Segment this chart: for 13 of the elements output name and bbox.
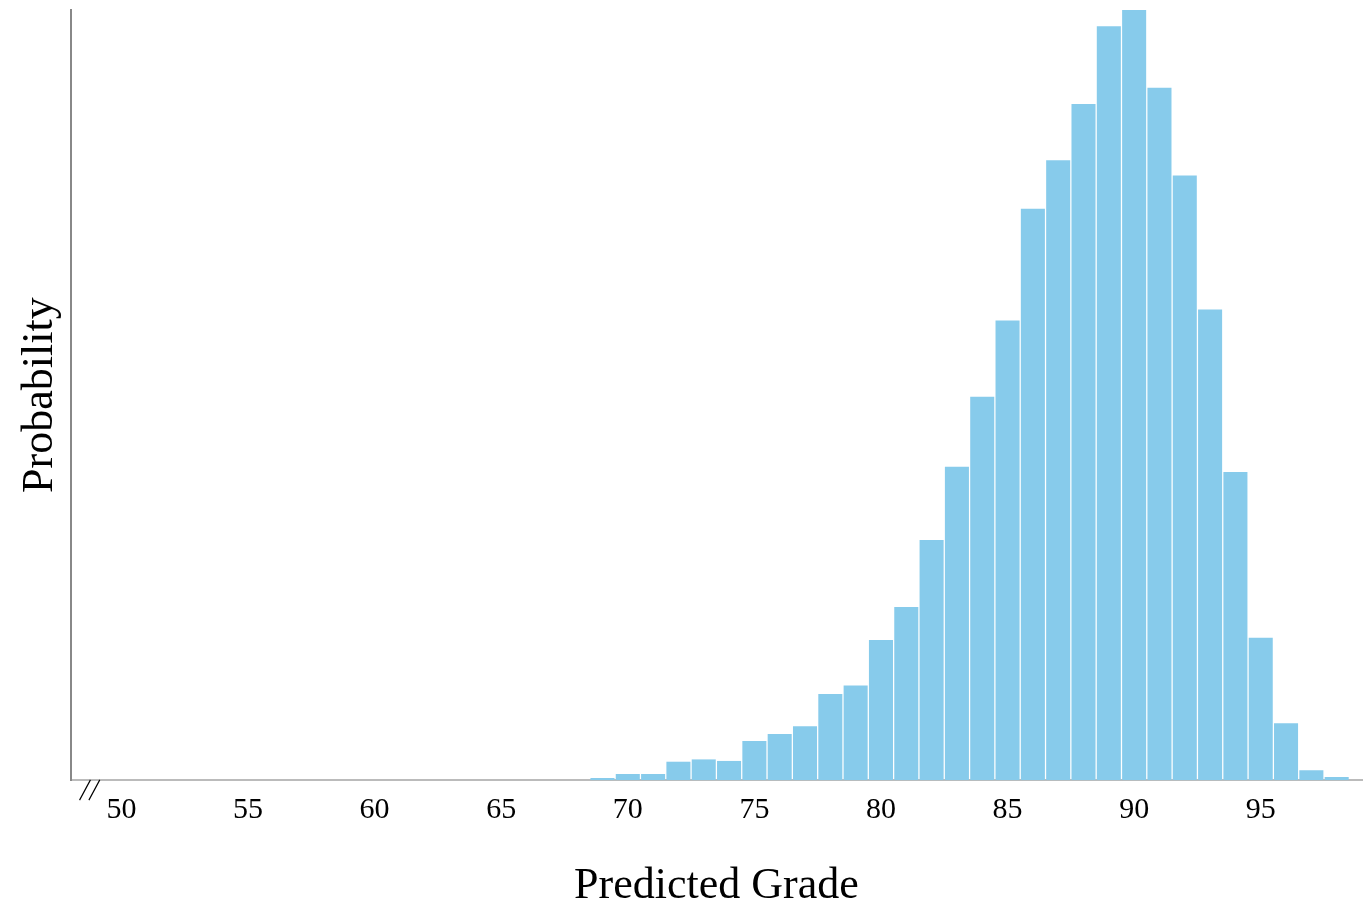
x-tick-label: 55 bbox=[233, 791, 264, 825]
x-tick-label: 85 bbox=[992, 791, 1023, 825]
x-tick-label: 75 bbox=[739, 791, 770, 825]
x-axis-title: Predicted Grade bbox=[574, 859, 859, 909]
x-tick-label: 65 bbox=[486, 791, 517, 825]
x-tick-label: 90 bbox=[1119, 791, 1150, 825]
x-tick-label: 60 bbox=[359, 791, 390, 825]
bar bbox=[1324, 777, 1349, 781]
y-axis-title: Probability bbox=[12, 297, 62, 493]
x-tick-label: 50 bbox=[106, 791, 137, 825]
x-tick-label: 80 bbox=[865, 791, 896, 825]
x-tick-label: 70 bbox=[612, 791, 643, 825]
x-tick-label: 95 bbox=[1245, 791, 1276, 825]
